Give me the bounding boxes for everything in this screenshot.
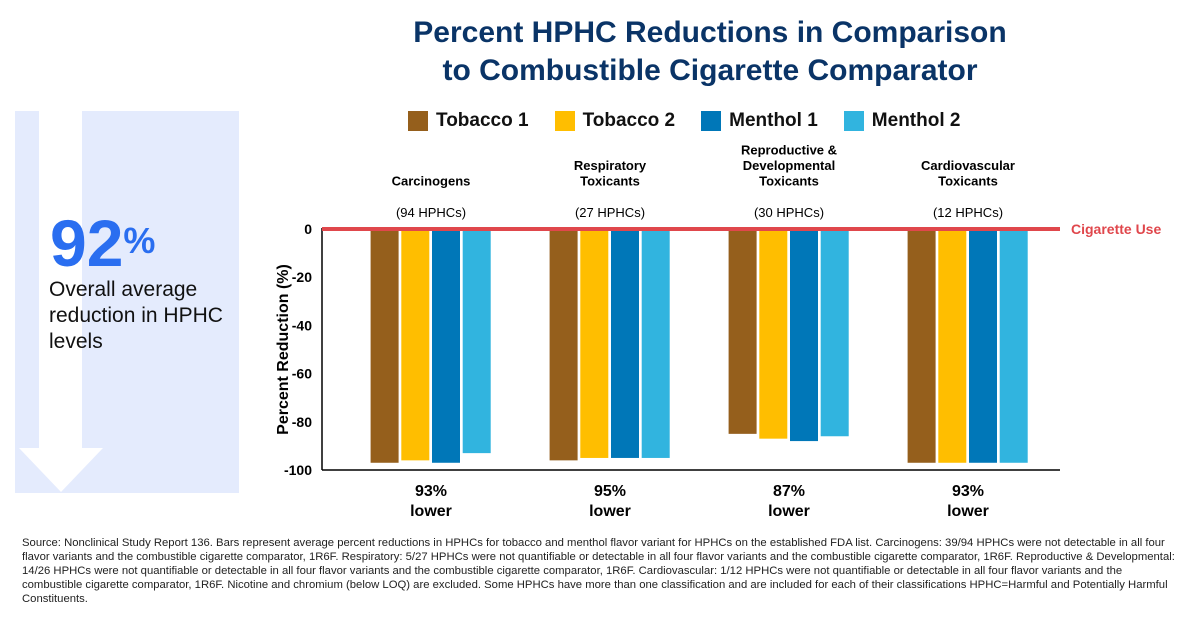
legend-item: Tobacco 2	[554, 110, 676, 132]
title-line: to Combustible Cigarette Comparator	[442, 54, 978, 87]
category-label: Cardiovascular	[921, 158, 1015, 173]
legend-label: Tobacco 1	[436, 110, 529, 131]
down-arrow-icon	[19, 111, 103, 492]
stat-value: 92	[50, 206, 124, 280]
category-label: Developmental	[743, 158, 835, 173]
stat-description: Overall average reduction in HPHC levels	[49, 278, 223, 353]
y-tick-label: -60	[292, 366, 312, 382]
bar-menthol-1	[432, 229, 460, 463]
legend-swatch	[701, 111, 722, 131]
summary-label: lower	[768, 503, 810, 520]
legend-label: Menthol 2	[871, 110, 961, 131]
chart-title: Percent HPHC Reductions in Comparison to…	[330, 14, 1090, 90]
bar-menthol-1	[611, 229, 639, 458]
legend-swatch	[843, 111, 864, 131]
bar-tobacco-1	[549, 229, 578, 461]
title-line: Percent HPHC Reductions in Comparison	[413, 16, 1007, 49]
y-tick-label: -100	[284, 462, 312, 478]
bar-menthol-2	[820, 229, 849, 437]
bar-tobacco-1	[728, 229, 757, 434]
bar-tobacco-2	[938, 229, 967, 463]
summary-label: lower	[947, 503, 989, 520]
bar-menthol-1	[790, 229, 818, 442]
y-tick-label: -80	[292, 414, 312, 430]
stat-unit: %	[123, 220, 156, 261]
bar-tobacco-1	[370, 229, 399, 463]
bar-menthol-2	[462, 229, 491, 454]
category-label: Toxicants	[938, 174, 998, 189]
bar-tobacco-2	[401, 229, 430, 461]
reference-label: Cigarette Use	[1071, 221, 1161, 237]
source-footnote: Source: Nonclinical Study Report 136. Ba…	[22, 537, 1175, 605]
y-axis-label: Percent Reduction (%)	[275, 264, 292, 435]
y-tick-label: 0	[304, 221, 312, 237]
y-tick-label: -20	[292, 269, 312, 285]
summary-label: lower	[589, 503, 631, 520]
summary-percent: 87%	[773, 483, 805, 500]
category-count: (12 HPHCs)	[933, 205, 1003, 220]
category-label: Toxicants	[580, 174, 640, 189]
bar-tobacco-2	[759, 229, 788, 439]
bar-menthol-1	[969, 229, 997, 463]
overall-reduction-stat: 92%	[50, 210, 155, 276]
bar-menthol-2	[641, 229, 670, 458]
summary-percent: 95%	[594, 483, 626, 500]
category-label: Carcinogens	[392, 174, 471, 189]
category-label: Reproductive &	[741, 143, 837, 158]
summary-label: lower	[410, 503, 452, 520]
legend-swatch	[554, 111, 575, 131]
category-count: (30 HPHCs)	[754, 205, 824, 220]
bar-tobacco-1	[907, 229, 936, 463]
y-tick-label: -40	[292, 317, 312, 333]
legend-item: Tobacco 1	[408, 110, 529, 132]
category-label: Toxicants	[759, 174, 819, 189]
legend-swatch	[408, 111, 428, 131]
legend-label: Tobacco 2	[582, 110, 676, 131]
legend-item: Menthol 1	[701, 110, 818, 132]
legend-item: Menthol 2	[843, 110, 961, 132]
legend: Tobacco 1 Tobacco 2 Menthol 1 Menthol 2	[408, 110, 986, 132]
bar-tobacco-2	[580, 229, 609, 458]
legend-label: Menthol 1	[729, 110, 818, 131]
category-label: Respiratory	[574, 158, 647, 173]
summary-percent: 93%	[952, 483, 984, 500]
summary-percent: 93%	[415, 483, 447, 500]
category-count: (94 HPHCs)	[396, 205, 466, 220]
category-count: (27 HPHCs)	[575, 205, 645, 220]
bar-menthol-2	[999, 229, 1028, 463]
